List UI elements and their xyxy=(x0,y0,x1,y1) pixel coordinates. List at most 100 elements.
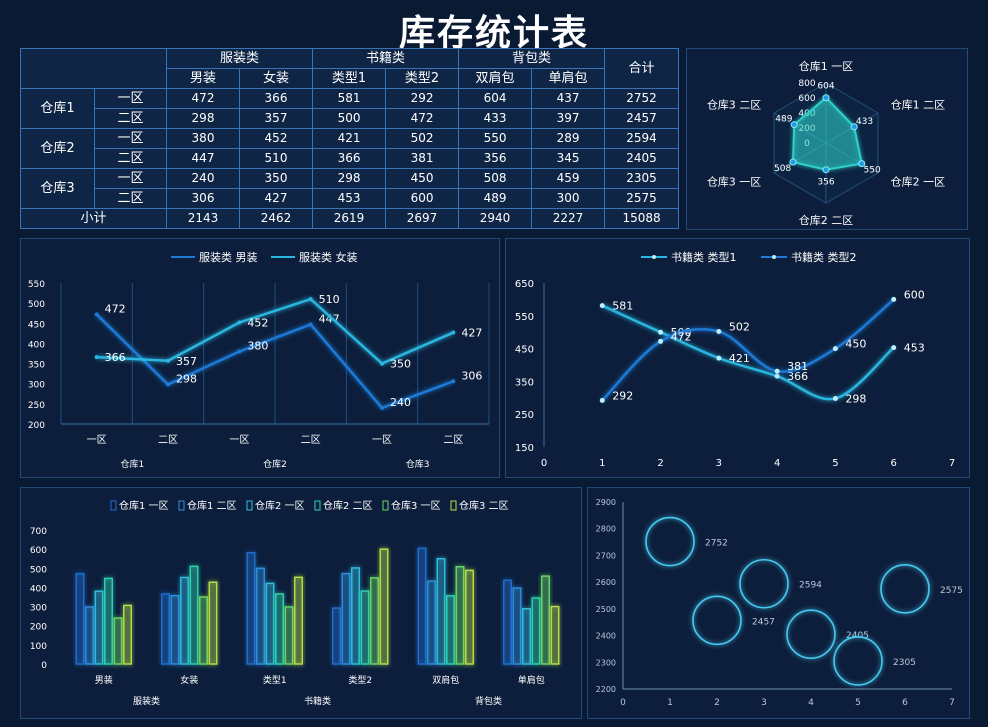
y-tick-label: 450 xyxy=(515,345,534,356)
table-cell: 2752 xyxy=(604,88,680,109)
table-cell: 2305 xyxy=(604,168,680,189)
radar-value-label: 550 xyxy=(864,166,881,176)
radar-point xyxy=(858,160,866,168)
data-label: 350 xyxy=(390,358,411,371)
zone-label: 一区 xyxy=(94,128,167,149)
series-line xyxy=(96,297,454,366)
table-row: 二区 447 510 366 381 356 345 2405 xyxy=(21,148,680,169)
x-tick-label: 二区 xyxy=(443,434,463,446)
x-tick-label: 男装 xyxy=(95,674,113,686)
legend-label: 书籍类 类型2 xyxy=(791,250,857,264)
legend-label: 服装类 男装 xyxy=(199,250,258,264)
series-line xyxy=(601,298,895,402)
warehouse-label: 仓库3 xyxy=(20,168,95,209)
table-cell: 306 xyxy=(166,188,240,209)
y-tick-label: 2600 xyxy=(596,578,616,587)
group-header-bags: 背包类 xyxy=(458,48,606,69)
table-row: 仓库2 一区 380 452 421 502 550 289 2594 xyxy=(20,128,680,169)
table-cell: 366 xyxy=(312,148,387,169)
data-point xyxy=(237,349,242,354)
books-line-panel: 650 550 450 350 250 150 0 1 2 3 4 5 6 7 书籍类 类型1 581 500 4… xyxy=(505,238,970,478)
table-corner-cell xyxy=(20,48,167,89)
table-cell: 421 xyxy=(312,128,387,149)
bubble xyxy=(645,516,695,567)
data-label: 380 xyxy=(247,339,268,352)
bar xyxy=(417,547,427,665)
bubble-label: 2594 xyxy=(799,581,822,591)
table-cell: 300 xyxy=(531,188,606,209)
legend-swatch xyxy=(110,500,117,511)
x-group-label: 仓库1 xyxy=(120,458,144,470)
data-label: 366 xyxy=(105,351,126,364)
y-tick-label: 400 xyxy=(28,340,45,350)
x-tick-label: 3 xyxy=(761,698,767,708)
table-cell: 472 xyxy=(385,108,460,129)
table-cell: 433 xyxy=(458,108,533,129)
table-cell: 427 xyxy=(238,188,314,209)
x-group-label: 仓库3 xyxy=(406,458,430,470)
x-group-label: 书籍类 xyxy=(304,695,331,707)
table-cell: 604 xyxy=(458,88,533,109)
data-point xyxy=(380,361,384,366)
bubble-panel: 2900 2800 2700 2600 2500 2400 2300 2200 0 1 2 3 4 5 6 7… xyxy=(587,487,970,719)
table-cell: 298 xyxy=(312,168,387,189)
y-tick-label: 650 xyxy=(515,279,534,290)
x-tick-label: 1 xyxy=(599,458,605,469)
data-point xyxy=(891,345,897,351)
inventory-table: 服装类 书籍类 背包类 合计 男装 女装 类型1 类型2 双肩包 单肩包 仓库1… xyxy=(20,48,680,229)
data-point xyxy=(832,346,838,352)
total-header: 合计 xyxy=(604,48,680,89)
y-tick-label: 500 xyxy=(30,565,47,575)
y-tick-label: 2200 xyxy=(596,685,616,694)
bar xyxy=(180,576,189,665)
warehouse-label: 仓库2 xyxy=(20,128,95,169)
table-cell: 581 xyxy=(312,88,387,109)
x-tick-label: 一区 xyxy=(229,434,249,446)
zone-label: 二区 xyxy=(94,188,167,209)
bar xyxy=(512,587,522,665)
clothing-line-panel: 550 500 450 400 350 300 250 200 一区 二区 一区 二区 一区 二区 仓库1 仓… xyxy=(20,238,500,478)
table-cell: 453 xyxy=(312,188,387,209)
data-point xyxy=(599,397,605,403)
table-row: 二区 306 427 453 600 489 300 2575 xyxy=(21,188,680,209)
bubble-label: 2752 xyxy=(705,539,728,549)
data-label: 510 xyxy=(319,293,340,306)
data-point xyxy=(832,395,838,401)
radar-indicator-label: 仓库1 一区 xyxy=(799,59,854,73)
radar-point xyxy=(790,121,798,129)
data-label: 472 xyxy=(105,302,126,315)
data-point xyxy=(166,358,170,363)
bubble xyxy=(880,564,930,614)
table-cell: 240 xyxy=(166,168,240,189)
data-label: 306 xyxy=(461,369,482,382)
x-tick-label: 类型2 xyxy=(348,674,372,686)
x-tick-label: 2 xyxy=(714,698,720,708)
data-label: 381 xyxy=(787,360,808,373)
table-cell: 298 xyxy=(166,108,240,129)
bubble xyxy=(833,636,883,686)
y-tick-label: 300 xyxy=(30,604,47,614)
radar-indicator-label: 仓库1 二区 xyxy=(891,98,946,112)
bar xyxy=(332,607,341,665)
table-cell: 366 xyxy=(238,88,314,109)
bar xyxy=(351,567,360,665)
radar-chart: 0200400600800604433550356508489仓库1 一区仓库1… xyxy=(707,59,946,227)
y-tick-label: 450 xyxy=(28,320,45,330)
table-cell: 510 xyxy=(238,148,314,169)
y-tick-label: 550 xyxy=(28,280,45,290)
legend-swatch xyxy=(314,500,321,511)
series-line xyxy=(95,313,454,410)
bar xyxy=(541,575,550,665)
legend-label: 仓库2 一区 xyxy=(255,499,305,512)
legend-swatch xyxy=(382,500,389,511)
radar-indicator-label: 仓库3 一区 xyxy=(707,175,762,189)
bar xyxy=(85,606,94,665)
y-tick-label: 550 xyxy=(515,312,534,323)
x-tick-label: 7 xyxy=(949,458,955,469)
bar xyxy=(265,582,275,665)
data-label: 450 xyxy=(845,338,866,351)
x-tick-label: 5 xyxy=(832,458,838,469)
table-cell: 437 xyxy=(531,88,606,109)
radar-point xyxy=(822,94,830,102)
